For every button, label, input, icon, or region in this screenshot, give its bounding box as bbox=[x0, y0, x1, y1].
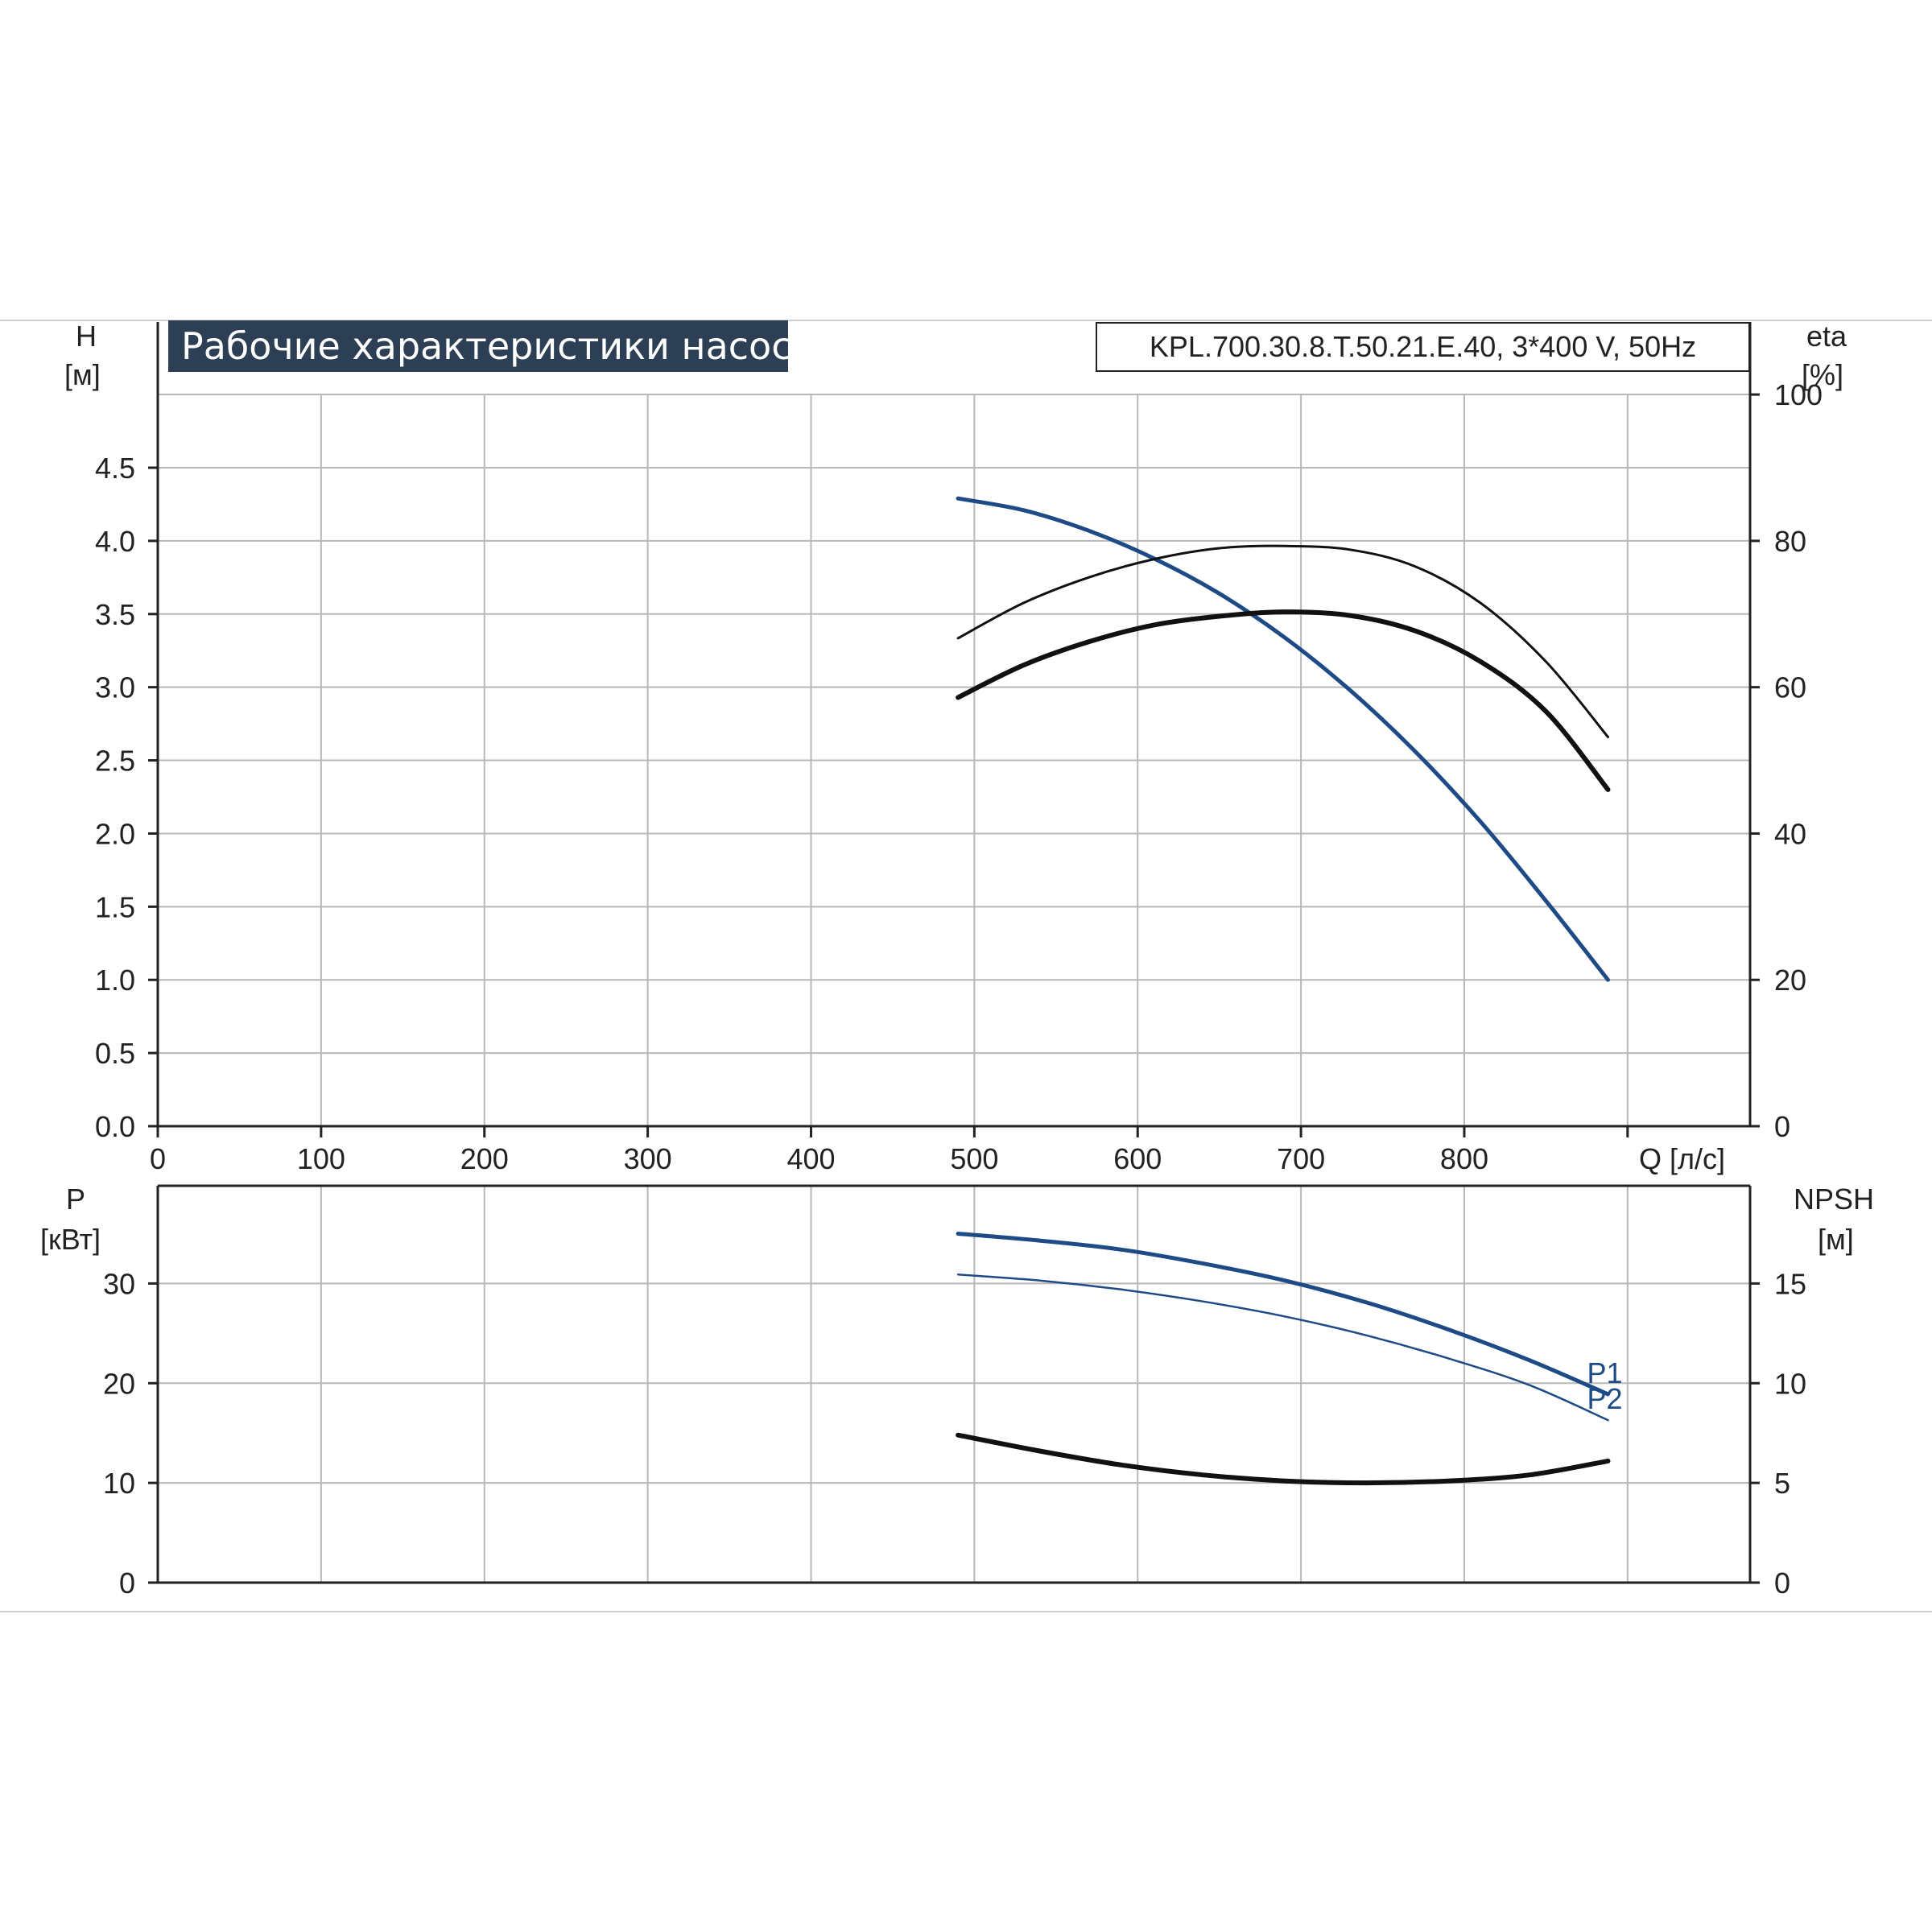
left-tick-label: 3.5 bbox=[95, 598, 135, 631]
series-line-curve-3 bbox=[956, 1432, 1611, 1486]
x-tick-label: 800 bbox=[1440, 1142, 1488, 1175]
left-tick-label: 20 bbox=[103, 1367, 135, 1400]
series-line-curve-1 bbox=[956, 496, 1610, 982]
p-axis-label: P bbox=[66, 1183, 86, 1216]
x-tick-label: 200 bbox=[460, 1142, 509, 1175]
series-line-p1 bbox=[956, 1232, 1610, 1397]
series-label-p1: P1 bbox=[1587, 1356, 1623, 1389]
eta-axis-unit: [%] bbox=[1802, 358, 1844, 391]
q-axis-label: Q [л/с] bbox=[1639, 1142, 1726, 1175]
x-tick-label: 500 bbox=[950, 1142, 998, 1175]
x-tick-label: 600 bbox=[1113, 1142, 1162, 1175]
x-tick-label: 100 bbox=[297, 1142, 345, 1175]
right-tick-label: 100 bbox=[1774, 378, 1823, 411]
x-tick-label: 700 bbox=[1277, 1142, 1325, 1175]
npsh-axis-unit: [м] bbox=[1818, 1223, 1854, 1256]
left-tick-label: 1.0 bbox=[95, 964, 135, 997]
series-label-p2: P2 bbox=[1587, 1382, 1623, 1415]
x-tick-label: 400 bbox=[786, 1142, 835, 1175]
series-line-p2 bbox=[956, 1273, 1609, 1422]
series-line-curve-3 bbox=[956, 609, 1611, 792]
right-tick-label: 60 bbox=[1774, 671, 1806, 704]
h-axis-unit: [м] bbox=[64, 358, 101, 391]
right-tick-label: 10 bbox=[1774, 1367, 1806, 1400]
right-tick-label: 15 bbox=[1774, 1267, 1806, 1300]
right-tick-label: 5 bbox=[1774, 1467, 1790, 1500]
left-tick-label: 1.5 bbox=[95, 890, 135, 923]
h-axis-label: H bbox=[76, 320, 97, 353]
left-tick-label: 30 bbox=[103, 1267, 135, 1300]
right-tick-label: 40 bbox=[1774, 817, 1806, 850]
chart-title: Рабочие характеристики насоса bbox=[168, 320, 815, 372]
left-tick-label: 10 bbox=[103, 1467, 135, 1500]
series-line-curve-2 bbox=[956, 544, 1609, 738]
model-label: KPL.700.30.8.T.50.21.E.40, 3*400 V, 50Hz bbox=[1096, 322, 1750, 372]
left-tick-label: 3.0 bbox=[95, 671, 135, 704]
left-tick-label: 0.5 bbox=[95, 1037, 135, 1070]
left-tick-label: 2.5 bbox=[95, 745, 135, 778]
head-efficiency-panel: 0.0 0.5 1.0 1.5 2.0 2.5 3.0 3.5 4.0 4.5 0 20 40 60 80 1… bbox=[95, 322, 1823, 1175]
right-tick-label: 0 bbox=[1774, 1567, 1790, 1600]
right-tick-label: 80 bbox=[1774, 525, 1806, 558]
x-tick-label: 300 bbox=[624, 1142, 672, 1175]
left-tick-label: 0.0 bbox=[95, 1110, 135, 1143]
left-tick-label: 4.0 bbox=[95, 525, 135, 558]
left-tick-label: 0 bbox=[119, 1567, 135, 1600]
npsh-axis-label: NPSH bbox=[1794, 1183, 1875, 1216]
left-tick-label: 2.0 bbox=[95, 817, 135, 850]
x-tick-label: 0 bbox=[150, 1142, 166, 1175]
right-tick-label: 0 bbox=[1774, 1110, 1790, 1143]
p-axis-unit: [кВт] bbox=[40, 1223, 101, 1256]
left-tick-label: 4.5 bbox=[95, 452, 135, 485]
right-tick-label: 20 bbox=[1774, 964, 1806, 997]
eta-axis-label: eta bbox=[1806, 320, 1847, 353]
